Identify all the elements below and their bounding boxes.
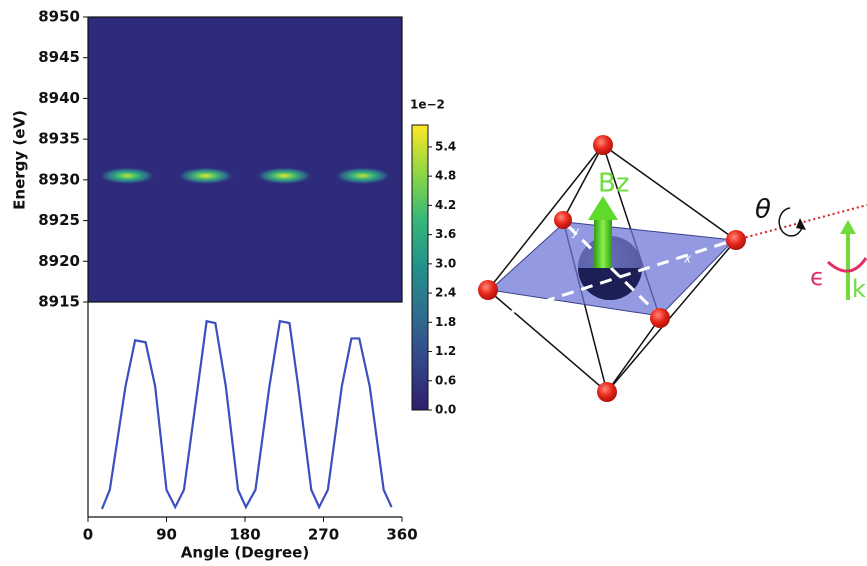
x-tick-label: 90 (156, 526, 177, 544)
epsilon-label: ϵ (810, 263, 825, 291)
colorbar-scale-label: 1e−2 (410, 98, 445, 112)
theta-label: θ (755, 195, 771, 225)
k-label: k (852, 275, 866, 303)
colorbar-tick-label: 5.4 (435, 139, 456, 153)
x-tick-label: 180 (229, 526, 260, 544)
heatmap-frame (87, 16, 403, 303)
colorbar-tick-label: 2.4 (435, 286, 456, 300)
colorbar-tick-label: 0.0 (435, 403, 456, 417)
y-tick-label: 8930 (38, 170, 80, 188)
x-axis-diagram-label: x (683, 252, 692, 266)
y-axis-label: Energy (eV) (11, 110, 29, 210)
heatmap-spot (97, 166, 158, 185)
y-tick-label: 8915 (38, 293, 80, 311)
data-line (100, 319, 393, 510)
x-tick-label: 270 (308, 526, 339, 544)
y-tick-label: 8925 (38, 211, 80, 229)
colorbar-tick-label: 1.8 (435, 315, 456, 329)
colorbar-tick-label: 3.0 (435, 256, 456, 270)
y-tick-label: 8945 (38, 48, 80, 66)
colorbar-tick-label: 4.8 (435, 169, 456, 183)
octahedron-diagram (478, 135, 867, 402)
colorbar-tick-label: 0.6 (435, 373, 456, 387)
y-axis-diagram-label: y (571, 225, 580, 239)
colorbar-tick-label: 3.6 (435, 227, 456, 241)
colorbar (411, 124, 429, 411)
y-tick-label: 8950 (38, 8, 80, 26)
x-tick-label: 360 (386, 526, 417, 544)
x-axis-label: Angle (Degree) (181, 544, 309, 562)
x-tick-label: 0 (83, 526, 93, 544)
heatmap-background (88, 17, 402, 302)
colorbar-tick-label: 4.2 (435, 198, 456, 212)
bz-label: Bz (598, 169, 629, 199)
heatmap-spot (332, 166, 393, 185)
y-tick-label: 8940 (38, 89, 80, 107)
colorbar-tick-label: 1.2 (435, 344, 456, 358)
heatmap-spot (254, 166, 315, 185)
y-tick-label: 8935 (38, 130, 80, 148)
heatmap-spot (175, 166, 236, 185)
y-tick-label: 8920 (38, 252, 80, 270)
